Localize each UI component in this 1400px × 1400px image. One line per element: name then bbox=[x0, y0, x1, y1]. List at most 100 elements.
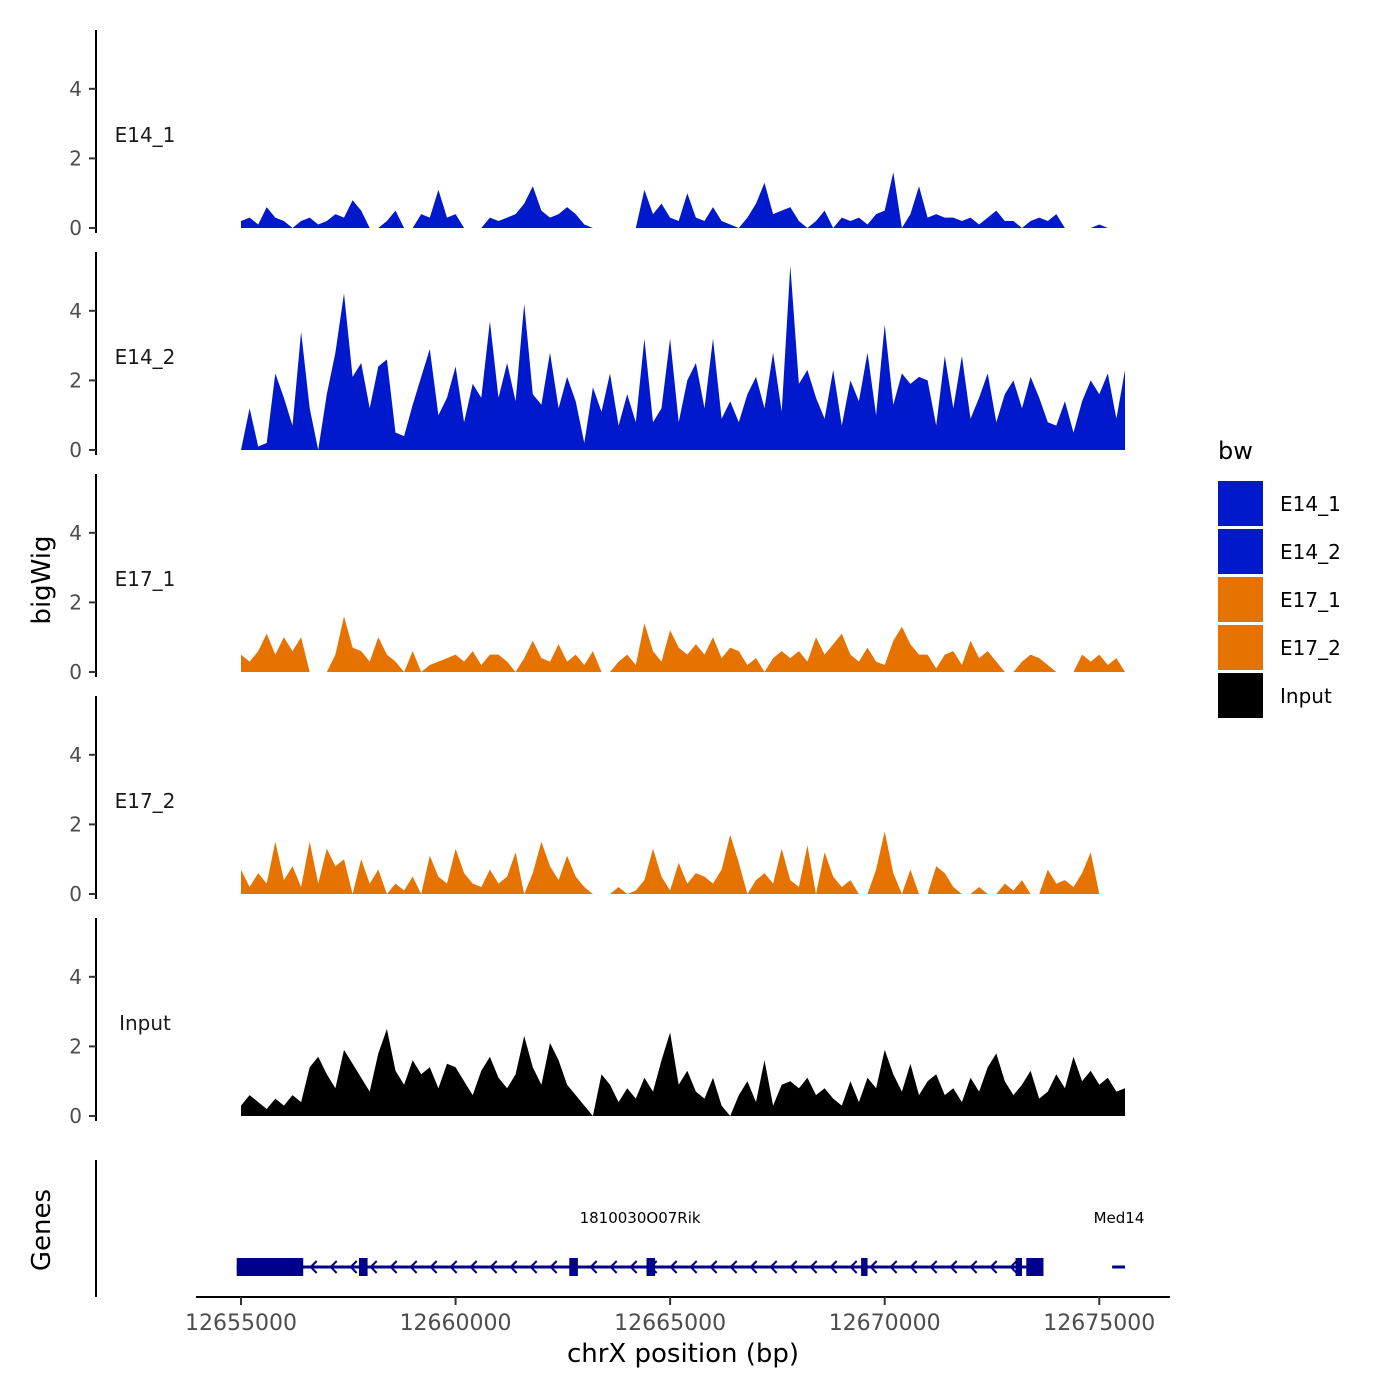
x-tick-label: 12655000 bbox=[185, 1311, 297, 1336]
gene-1810030o07rik: 1810030O07Rik bbox=[236, 1209, 1044, 1276]
exon-block bbox=[861, 1258, 868, 1276]
strand-arrow bbox=[429, 1260, 438, 1274]
y-tick-label: 2 bbox=[69, 146, 82, 170]
track-e14-2: 0 2 4 E14_2 bbox=[69, 252, 1125, 462]
legend-label-e14-2: E14_2 bbox=[1280, 540, 1341, 564]
track-label-e14-1: E14_1 bbox=[115, 123, 176, 147]
strand-arrow bbox=[889, 1260, 898, 1274]
strand-arrow bbox=[909, 1260, 918, 1274]
exon-block bbox=[646, 1258, 656, 1276]
legend-label-input: Input bbox=[1280, 684, 1332, 708]
y-tick-label: 0 bbox=[69, 216, 82, 240]
exon-block bbox=[236, 1258, 304, 1276]
signal-area-e14-2 bbox=[241, 265, 1125, 450]
y-tick-label: 4 bbox=[69, 521, 82, 545]
strand-arrow bbox=[849, 1260, 858, 1274]
exon-block bbox=[1015, 1258, 1023, 1276]
y-tick-label: 4 bbox=[69, 965, 82, 989]
exon-block bbox=[1026, 1258, 1044, 1276]
track-e14-1: 0 2 4 E14_1 bbox=[69, 30, 1125, 240]
track-label-e17-2: E17_2 bbox=[115, 789, 176, 813]
y-tick-label: 2 bbox=[69, 590, 82, 614]
strand-arrow bbox=[609, 1260, 618, 1274]
x-tick-label: 12660000 bbox=[400, 1311, 512, 1336]
y-tick-label: 4 bbox=[69, 77, 82, 101]
strand-arrow bbox=[709, 1260, 718, 1274]
strand-arrow bbox=[329, 1260, 338, 1274]
exon-block bbox=[359, 1258, 368, 1276]
genes-panel-title: Genes bbox=[27, 1189, 57, 1271]
track-label-e14-2: E14_2 bbox=[115, 345, 176, 369]
tracks-layer: 0 2 4 E14_1 0 2 4 E14_2 0 2 4 E17_1 0 2 4 E17_2 0 2 4 Input bbox=[69, 30, 1125, 1128]
y-tick-label: 0 bbox=[69, 438, 82, 462]
strand-arrow bbox=[469, 1260, 478, 1274]
strand-arrow bbox=[689, 1260, 698, 1274]
legend-title: bw bbox=[1218, 437, 1253, 465]
y-tick-label: 4 bbox=[69, 299, 82, 323]
y-axis-title: bigWig bbox=[27, 535, 57, 624]
strand-arrow bbox=[349, 1260, 358, 1274]
x-tick-label: 12670000 bbox=[829, 1311, 941, 1336]
strand-arrow bbox=[509, 1260, 518, 1274]
strand-arrow bbox=[869, 1260, 878, 1274]
legend-swatch-e17-1 bbox=[1218, 577, 1263, 622]
strand-arrow bbox=[449, 1260, 458, 1274]
strand-arrow bbox=[749, 1260, 758, 1274]
y-tick-label: 0 bbox=[69, 1104, 82, 1128]
strand-arrow bbox=[589, 1260, 598, 1274]
track-input: 0 2 4 Input bbox=[69, 918, 1125, 1128]
y-tick-label: 0 bbox=[69, 882, 82, 906]
legend-label-e14-1: E14_1 bbox=[1280, 492, 1341, 516]
gene-med14: Med14 bbox=[1094, 1209, 1145, 1269]
track-label-e17-1: E17_1 bbox=[115, 567, 176, 591]
strand-arrow bbox=[829, 1260, 838, 1274]
strand-arrow bbox=[1009, 1260, 1018, 1274]
signal-area-input bbox=[241, 1029, 1125, 1116]
signal-area-e17-2 bbox=[241, 831, 1125, 894]
legend-swatch-e14-2 bbox=[1218, 529, 1263, 574]
y-tick-label: 2 bbox=[69, 368, 82, 392]
strand-arrow bbox=[789, 1260, 798, 1274]
strand-arrow bbox=[629, 1260, 638, 1274]
x-tick-label: 12675000 bbox=[1043, 1311, 1155, 1336]
x-tick-label: 12665000 bbox=[614, 1311, 726, 1336]
strand-arrow bbox=[529, 1260, 538, 1274]
strand-arrow bbox=[969, 1260, 978, 1274]
x-axis-title: chrX position (bp) bbox=[567, 1339, 799, 1369]
track-label-input: Input bbox=[119, 1011, 171, 1035]
y-tick-label: 0 bbox=[69, 660, 82, 684]
strand-arrow bbox=[809, 1260, 818, 1274]
y-tick-label: 2 bbox=[69, 812, 82, 836]
strand-arrow bbox=[389, 1260, 398, 1274]
strand-arrow bbox=[949, 1260, 958, 1274]
strand-arrow bbox=[369, 1260, 378, 1274]
y-tick-label: 2 bbox=[69, 1034, 82, 1058]
exon-block bbox=[569, 1258, 578, 1276]
strand-arrow bbox=[409, 1260, 418, 1274]
legend-label-e17-2: E17_2 bbox=[1280, 636, 1341, 660]
strand-arrow bbox=[549, 1260, 558, 1274]
legend: bw E14_1 E14_2 E17_1 E17_2 Input bbox=[1218, 437, 1341, 718]
strand-arrow bbox=[309, 1260, 318, 1274]
legend-swatch-e14-1 bbox=[1218, 481, 1263, 526]
legend-swatch-input bbox=[1218, 673, 1263, 718]
gene-label-1810030o07rik: 1810030O07Rik bbox=[580, 1209, 701, 1227]
strand-arrow bbox=[669, 1260, 678, 1274]
legend-label-e17-1: E17_1 bbox=[1280, 588, 1341, 612]
track-e17-1: 0 2 4 E17_1 bbox=[69, 474, 1125, 684]
signal-area-e14-1 bbox=[241, 172, 1125, 228]
legend-swatch-e17-2 bbox=[1218, 625, 1263, 670]
y-tick-label: 4 bbox=[69, 743, 82, 767]
strand-arrow bbox=[769, 1260, 778, 1274]
x-axis: 12655000 12660000 12665000 12670000 12675000 bbox=[185, 1296, 1170, 1336]
signal-area-e17-1 bbox=[241, 616, 1125, 672]
strand-arrow bbox=[929, 1260, 938, 1274]
track-e17-2: 0 2 4 E17_2 bbox=[69, 696, 1125, 906]
strand-arrow bbox=[489, 1260, 498, 1274]
strand-arrow bbox=[729, 1260, 738, 1274]
genes-panel: Genes 1810030O07Rik Med14 bbox=[27, 1160, 1144, 1297]
strand-arrow bbox=[989, 1260, 998, 1274]
gene-label-med14: Med14 bbox=[1094, 1209, 1145, 1227]
